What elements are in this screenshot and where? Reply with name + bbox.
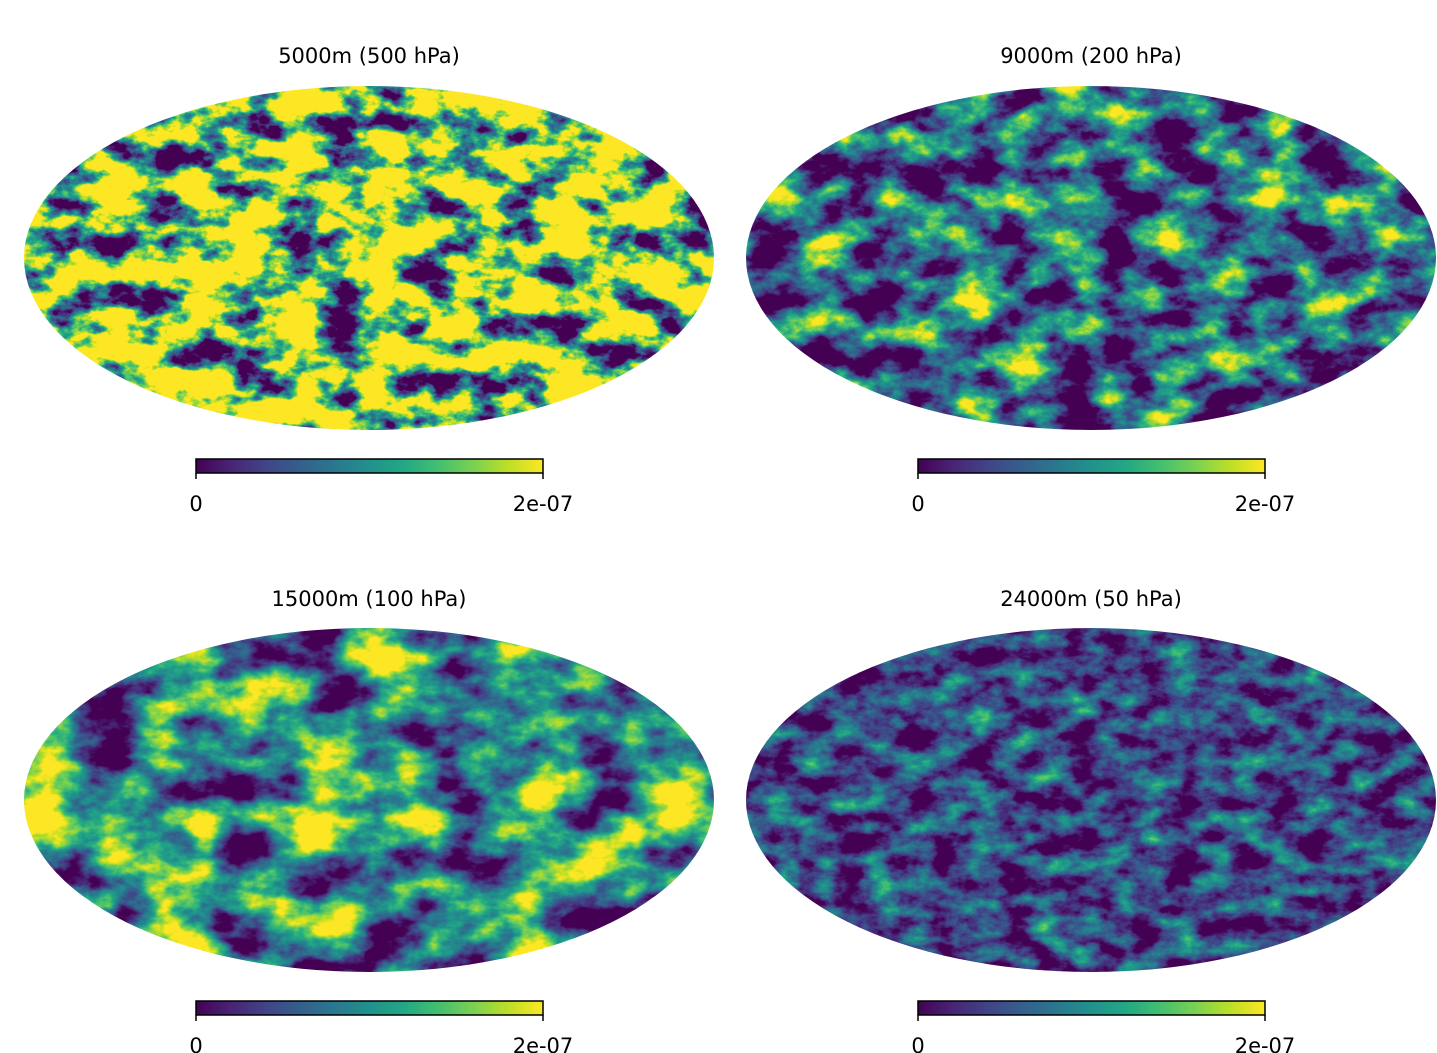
map-image: [746, 86, 1436, 430]
panel-title: 5000m (500 hPa): [278, 44, 460, 68]
map-image: [24, 628, 714, 972]
colorbar: [196, 459, 543, 473]
colorbar-tick-label: 0: [189, 1034, 202, 1053]
colorbar-tick-label: 2e-07: [513, 1034, 574, 1053]
map-panel: 24000m (50 hPa) 0 2e-07: [746, 587, 1436, 1053]
panel-title: 15000m (100 hPa): [272, 587, 467, 611]
colorbar-tick-label: 2e-07: [1235, 1034, 1296, 1053]
colorbar-tick-label: 0: [911, 492, 924, 516]
colorbar: [918, 459, 1265, 473]
map-panel: 5000m (500 hPa) 0 2e-07: [24, 44, 714, 516]
map-panel: 15000m (100 hPa) 0 2e-07: [24, 587, 714, 1053]
panel-title: 9000m (200 hPa): [1000, 44, 1182, 68]
map-image: [746, 628, 1436, 972]
colorbar-tick-label: 2e-07: [513, 492, 574, 516]
figure: 5000m (500 hPa) 0 2e-07 9000m (200 hPa) 0 2e-…: [0, 0, 1437, 1053]
colorbar-tick-label: 0: [189, 492, 202, 516]
colorbar-tick-label: 0: [911, 1034, 924, 1053]
map-panel: 9000m (200 hPa) 0 2e-07: [746, 44, 1436, 516]
colorbar: [196, 1001, 543, 1015]
colorbar: [918, 1001, 1265, 1015]
map-image: [24, 86, 714, 430]
panel-title: 24000m (50 hPa): [1000, 587, 1182, 611]
colorbar-tick-label: 2e-07: [1235, 492, 1296, 516]
